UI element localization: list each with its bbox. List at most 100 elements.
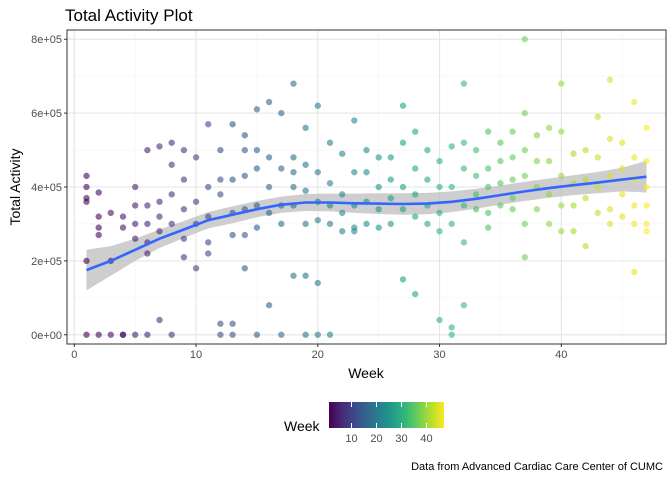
data-point (204, 239, 212, 246)
data-point (144, 202, 151, 209)
data-point (290, 183, 297, 191)
data-point (631, 220, 638, 228)
data-point (643, 228, 650, 235)
data-point (265, 301, 273, 309)
data-point (643, 183, 650, 191)
data-point (156, 213, 163, 220)
data-point (119, 224, 127, 231)
data-point (204, 120, 212, 128)
data-point (387, 220, 395, 228)
data-point (484, 128, 492, 135)
data-point (570, 202, 577, 209)
data-point (424, 146, 431, 154)
data-point (168, 191, 175, 198)
data-point (424, 220, 431, 228)
x-axis-label: Week (348, 365, 385, 381)
data-point (570, 228, 577, 235)
data-point (253, 331, 261, 339)
data-point (643, 124, 650, 132)
data-point (436, 209, 443, 217)
smooth-trend-line (86, 175, 647, 272)
data-point (278, 331, 285, 339)
data-point (241, 146, 249, 154)
data-point (95, 231, 102, 239)
data-point (387, 154, 395, 161)
data-point (521, 172, 529, 180)
legend-title: Week (284, 418, 321, 434)
data-point (156, 198, 163, 206)
data-point (631, 202, 638, 209)
data-point (448, 143, 455, 150)
data-point (229, 331, 236, 339)
data-point (314, 216, 322, 224)
scatter-points-layer (83, 35, 650, 339)
data-point (217, 320, 224, 327)
y-tick-label: 2e+05 (31, 256, 62, 268)
data-point (351, 117, 358, 124)
data-point (448, 331, 455, 339)
data-point (424, 176, 431, 183)
data-point (314, 331, 322, 339)
data-point (302, 331, 309, 339)
colorbar-legend: Week 10 20 30 40 (284, 402, 444, 445)
data-point (375, 154, 382, 161)
data-point (643, 202, 650, 209)
data-point (497, 202, 504, 209)
data-point (204, 250, 212, 257)
y-tick-label: 4e+05 (31, 182, 62, 194)
data-point (290, 80, 297, 87)
data-point (144, 250, 151, 257)
data-point (168, 139, 175, 146)
data-point (229, 176, 236, 183)
x-tick-label: 20 (312, 349, 324, 361)
data-point (253, 146, 261, 154)
data-point (131, 331, 139, 339)
data-point (363, 220, 370, 228)
data-point (582, 194, 589, 202)
chart-title: Total Activity Plot (65, 6, 193, 25)
data-point (484, 183, 492, 191)
data-point (144, 146, 151, 154)
x-tick-label: 40 (555, 349, 567, 361)
data-point (83, 331, 90, 339)
data-point (497, 180, 504, 187)
data-point (558, 202, 565, 209)
data-point (180, 205, 188, 213)
data-point (436, 183, 443, 191)
data-point (472, 205, 480, 213)
data-point (460, 80, 468, 87)
data-point (192, 154, 200, 161)
data-point (83, 172, 90, 180)
data-point (302, 272, 309, 279)
data-point (411, 165, 419, 172)
colorbar-tick-label: 30 (395, 433, 407, 445)
data-point (302, 187, 309, 194)
data-point (290, 154, 297, 161)
data-point (363, 146, 370, 154)
data-point (302, 161, 309, 169)
data-point (168, 331, 175, 339)
data-point (533, 132, 541, 139)
data-point (460, 239, 468, 246)
y-axis-label: Total Activity (7, 148, 23, 225)
data-point (375, 183, 382, 191)
data-point (290, 272, 297, 279)
data-point (351, 228, 358, 235)
data-point (521, 146, 529, 154)
data-point (594, 113, 602, 121)
chart-caption: Data from Advanced Cardiac Care Center o… (411, 461, 663, 473)
data-point (156, 316, 163, 324)
data-point (484, 165, 492, 172)
data-point (119, 213, 127, 220)
data-point (631, 98, 638, 106)
data-point (192, 265, 200, 272)
data-point (448, 220, 455, 228)
data-point (180, 235, 188, 242)
data-point (253, 165, 261, 172)
data-point (411, 213, 419, 220)
data-point (509, 128, 516, 135)
data-point (643, 157, 650, 165)
data-point (363, 168, 370, 176)
data-point (156, 228, 163, 235)
